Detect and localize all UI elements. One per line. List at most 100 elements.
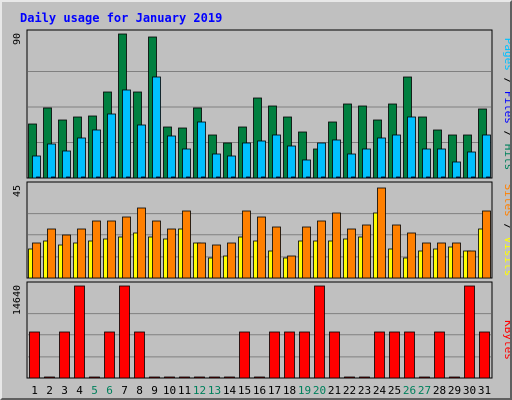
pages-bar-day-10 [171, 176, 175, 179]
pages-bar-day-5 [96, 176, 100, 179]
files-bar-day-19 [302, 159, 311, 179]
sites-bar-day-16 [257, 216, 266, 279]
kbytes-bar-day-3 [59, 331, 70, 379]
chart-title: Daily usage for January 2019 [20, 11, 222, 25]
pages-bar-day-15 [246, 176, 250, 179]
files-bar-day-22 [347, 153, 356, 179]
kbytes-bar-day-1 [29, 331, 40, 379]
files-bar-day-8 [137, 124, 146, 179]
kbytes-bar-day-27 [419, 376, 430, 379]
files-bar-day-27 [422, 148, 431, 179]
files-bar-day-25 [392, 134, 401, 179]
files-bar-day-20 [317, 142, 326, 179]
sites-bar-day-9 [152, 220, 161, 279]
kbytes-bar-day-24 [374, 331, 385, 379]
files-bar-day-2 [47, 143, 56, 179]
pages-bar-day-22 [351, 176, 355, 179]
x-tick-label-day-23: 23 [358, 384, 371, 397]
sites-bar-day-20 [317, 220, 326, 279]
x-tick-label-day-28: 28 [433, 384, 446, 397]
pages-bar-day-2 [51, 176, 55, 179]
x-tick-label-day-25: 25 [388, 384, 401, 397]
pages-bar-day-1 [36, 176, 40, 179]
x-tick-label-day-12: 12 [193, 384, 206, 397]
files-bar-day-31 [482, 134, 491, 179]
sites-bar-day-22 [347, 228, 356, 279]
pages-bar-day-29 [456, 176, 460, 179]
x-tick-label-day-22: 22 [343, 384, 356, 397]
pages-bar-day-7 [126, 176, 130, 179]
sites-bar-day-18 [287, 255, 296, 279]
x-tick-label-day-19: 19 [298, 384, 311, 397]
hits-files-pages-legend: Pages / Files / Hits [502, 38, 512, 171]
kbytes-bar-day-26 [404, 331, 415, 379]
x-tick-label-day-21: 21 [328, 384, 341, 397]
sites-bar-day-4 [77, 228, 86, 279]
x-tick-label-day-6: 6 [106, 384, 113, 397]
x-tick-label-day-26: 26 [403, 384, 416, 397]
kbytes-bar-day-6 [104, 331, 115, 379]
sites-bar-day-26 [407, 232, 416, 279]
kbytes-bar-day-5 [89, 376, 100, 379]
sites-bar-day-21 [332, 212, 341, 279]
kbytes-bar-day-20 [314, 285, 325, 379]
kbytes-bar-day-12 [194, 376, 205, 379]
kbytes-bar-day-8 [134, 331, 145, 379]
x-tick-label-day-8: 8 [136, 384, 143, 397]
pages-bar-day-17 [276, 176, 280, 179]
pages-bar-day-20 [321, 176, 325, 179]
kbytes-bar-day-4 [74, 285, 85, 379]
pages-bar-day-14 [231, 176, 235, 179]
pages-bar-day-24 [381, 176, 385, 179]
pages-bar-day-18 [291, 176, 295, 179]
sites-bar-day-8 [137, 207, 146, 279]
pages-bar-day-6 [111, 176, 115, 179]
kbytes-bar-day-14 [224, 376, 235, 379]
kbytes-bar-day-15 [239, 331, 250, 379]
kbytes-bar-day-10 [164, 376, 175, 379]
pages-bar-day-9 [156, 176, 160, 179]
kbytes-bar-day-23 [359, 376, 370, 379]
sites-bar-day-5 [92, 220, 101, 279]
pages-bar-day-21 [336, 176, 340, 179]
pages-bar-day-11 [186, 176, 190, 179]
kbytes-bar-day-2 [44, 376, 55, 379]
pages-bar-day-27 [426, 176, 430, 179]
pages-bar-day-16 [261, 176, 265, 179]
x-tick-label-day-17: 17 [268, 384, 281, 397]
x-tick-label-day-3: 3 [61, 384, 68, 397]
files-bar-day-24 [377, 137, 386, 179]
x-tick-label-day-14: 14 [223, 384, 237, 397]
kbytes-bar-day-7 [119, 285, 130, 379]
x-tick-label-day-10: 10 [163, 384, 176, 397]
pages-bar-day-12 [201, 176, 205, 179]
pages-bar-day-23 [366, 176, 370, 179]
kbytes-bar-day-16 [254, 376, 265, 379]
x-tick-label-day-30: 30 [463, 384, 476, 397]
sites-visits-legend: Sites / Visits [502, 184, 512, 277]
files-bar-day-23 [362, 148, 371, 179]
kbytes-bar-day-21 [329, 331, 340, 379]
kbytes-bar-day-25 [389, 331, 400, 379]
files-bar-day-14 [227, 155, 236, 179]
files-bar-day-26 [407, 116, 416, 179]
files-bar-day-28 [437, 148, 446, 179]
x-tick-label-day-20: 20 [313, 384, 326, 397]
files-bar-day-13 [212, 153, 221, 179]
x-tick-label-day-9: 9 [151, 384, 158, 397]
sites-bar-day-11 [182, 210, 191, 279]
ymax-label-visits_sites: 45 [12, 185, 23, 197]
files-bar-day-16 [257, 140, 266, 179]
sites-bar-day-17 [272, 226, 281, 279]
ymax-label-kbytes: 14640 [12, 285, 23, 315]
sites-bar-day-7 [122, 216, 131, 279]
pages-bar-day-4 [81, 176, 85, 179]
files-bar-day-30 [467, 151, 476, 179]
pages-bar-day-25 [396, 176, 400, 179]
ymax-label-hits_files_pages: 90 [12, 33, 23, 45]
sites-bar-day-24 [377, 187, 386, 279]
x-tick-label-day-4: 4 [76, 384, 83, 397]
files-bar-day-18 [287, 145, 296, 179]
